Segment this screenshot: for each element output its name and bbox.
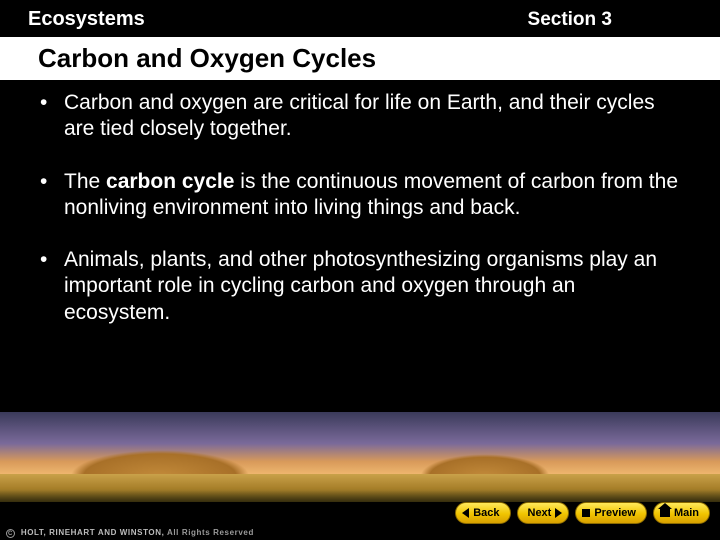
bullet-text: Animals, plants, and other photosynthesi… — [64, 247, 680, 326]
page-title: Carbon and Oxygen Cycles — [0, 37, 720, 80]
preview-label: Preview — [594, 507, 636, 519]
hill-shape — [420, 454, 550, 476]
square-icon — [582, 509, 590, 517]
arrow-left-icon — [462, 508, 469, 518]
bullet-dot: • — [40, 169, 64, 222]
next-button[interactable]: Next — [517, 502, 570, 524]
copyright-icon: C — [6, 529, 15, 538]
publisher: HOLT, RINEHART AND WINSTON, — [21, 528, 165, 537]
bullet-item: • Animals, plants, and other photosynthe… — [40, 247, 680, 326]
bullet-prefix: The — [64, 170, 106, 193]
background-landscape — [0, 412, 720, 502]
bullet-item: • The carbon cycle is the continuous mov… — [40, 169, 680, 222]
bullet-text: Carbon and oxygen are critical for life … — [64, 90, 680, 143]
main-label: Main — [674, 507, 699, 519]
bullet-bold: carbon cycle — [106, 170, 234, 193]
back-label: Back — [473, 507, 499, 519]
home-icon — [660, 509, 670, 517]
arrow-right-icon — [555, 508, 562, 518]
header: Ecosystems Section 3 — [0, 0, 720, 37]
rights-text: All Rights Reserved — [167, 528, 254, 537]
back-button[interactable]: Back — [455, 502, 510, 524]
footer: C HOLT, RINEHART AND WINSTON, All Rights… — [0, 526, 254, 540]
slide: Ecosystems Section 3 Carbon and Oxygen C… — [0, 0, 720, 540]
main-button[interactable]: Main — [653, 502, 710, 524]
ground-shadow — [0, 490, 720, 502]
next-label: Next — [528, 507, 552, 519]
bullet-item: • Carbon and oxygen are critical for lif… — [40, 90, 680, 143]
preview-button[interactable]: Preview — [575, 502, 647, 524]
chapter-title: Ecosystems — [28, 8, 145, 31]
content: • Carbon and oxygen are critical for lif… — [0, 80, 720, 326]
hill-shape — [70, 450, 250, 476]
bullet-text: The carbon cycle is the continuous movem… — [64, 169, 680, 222]
copyright: C HOLT, RINEHART AND WINSTON, All Rights… — [6, 528, 254, 539]
bullet-dot: • — [40, 90, 64, 143]
section-label: Section 3 — [528, 9, 692, 31]
nav-bar: Back Next Preview Main — [0, 502, 720, 526]
bullet-dot: • — [40, 247, 64, 326]
